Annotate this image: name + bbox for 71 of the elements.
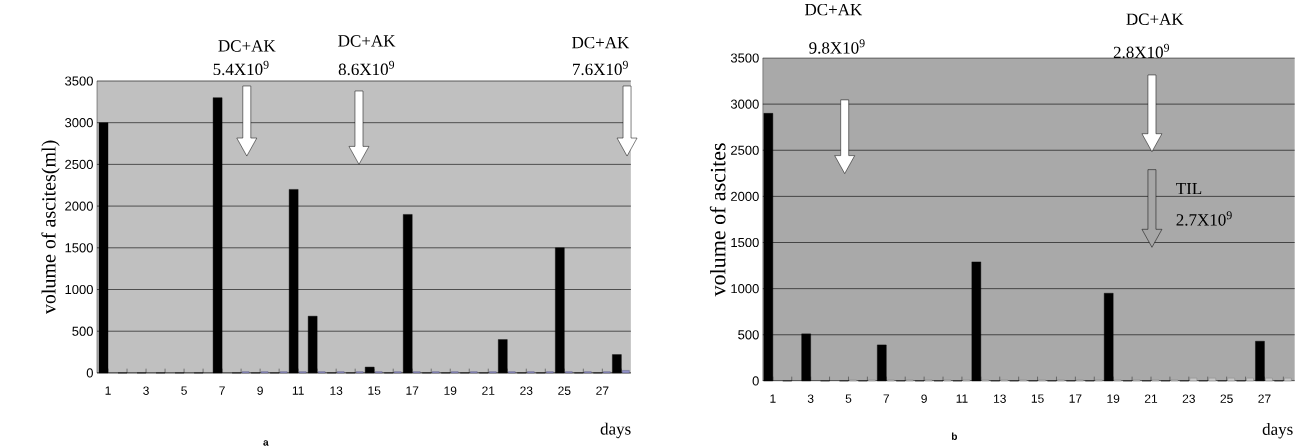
- annotation: 2.7X10$^{9}$: [1176, 211, 1232, 226]
- bar: [622, 370, 630, 374]
- x-tick-label: 19: [444, 386, 457, 395]
- bar: [1227, 377, 1235, 382]
- y-tick-label: 500: [72, 326, 93, 336]
- y-tick-label: 3500: [65, 76, 93, 86]
- x-tick-label: 3: [143, 386, 149, 395]
- y-tick-label: 3500: [730, 53, 759, 63]
- x-tick-label: 3: [807, 394, 814, 403]
- y-tick-label: 500: [738, 330, 759, 340]
- x-tick-label: 23: [1182, 394, 1195, 403]
- x-tick-label: 1: [105, 386, 111, 395]
- x-axis-title: days: [1262, 423, 1293, 439]
- text: DC+AK: [218, 40, 276, 52]
- x-tick-label: 11: [292, 386, 304, 395]
- x-tick-label: 21: [1144, 394, 1158, 403]
- text: 7.6X10$^{9}$: [573, 60, 628, 76]
- x-tick-label: 13: [993, 394, 1006, 403]
- x-tick-label: 15: [368, 386, 381, 395]
- y-tick-label: 0: [86, 368, 93, 378]
- bar: [1246, 377, 1254, 382]
- bar: [877, 344, 887, 382]
- text: DC+AK: [804, 3, 863, 16]
- text: 8.6X10$^{9}$: [338, 60, 395, 76]
- x-tick-label: 9: [921, 394, 927, 403]
- x-tick-label: 15: [1031, 394, 1044, 403]
- bar: [1208, 377, 1216, 382]
- x-tick-label: 27: [596, 386, 609, 395]
- x-tick-label: 13: [330, 386, 343, 395]
- y-tick-label: 1500: [731, 237, 759, 248]
- text: DC+AK: [338, 35, 396, 47]
- text: 9.8X10$^{9}$: [809, 39, 865, 54]
- y-tick-label: 1000: [731, 284, 759, 294]
- x-tick-label: 9: [257, 386, 263, 395]
- bar: [1189, 377, 1198, 382]
- x-tick-label: 5: [181, 386, 187, 395]
- y-tick-label: 2500: [65, 159, 93, 170]
- annotation: TIL: [1176, 183, 1202, 195]
- x-tick-label: 1: [770, 394, 776, 403]
- text: 5.4X10$^{9}$: [213, 60, 269, 76]
- bar: [1255, 341, 1265, 382]
- y-tick-label: 0: [752, 376, 759, 386]
- y-tick-label: 1500: [65, 243, 93, 253]
- bar: [1284, 377, 1292, 382]
- bar: [1265, 377, 1273, 382]
- y-axis-title: volume of ascites: [709, 143, 726, 297]
- y-tick-label: 2500: [731, 145, 759, 155]
- x-tick-label: 25: [558, 386, 571, 395]
- text: b: [951, 432, 958, 440]
- x-tick-label: 19: [1107, 394, 1120, 403]
- y-tick-label: 2000: [65, 201, 93, 211]
- x-tick-label: 5: [845, 394, 852, 403]
- x-tick-label: 17: [1069, 394, 1082, 403]
- x-tick-label: 7: [883, 394, 890, 403]
- x-tick-label: 17: [406, 386, 419, 395]
- x-tick-label: 27: [1258, 394, 1271, 403]
- x-tick-label: 25: [1220, 394, 1233, 403]
- x-tick-label: 21: [482, 386, 495, 395]
- text: DC+AK: [572, 36, 630, 49]
- y-tick-label: 3000: [65, 118, 93, 128]
- x-tick-label: 7: [219, 386, 225, 395]
- y-tick-label: 1000: [65, 284, 93, 295]
- text: a: [263, 440, 269, 446]
- x-tick-label: 23: [520, 386, 533, 395]
- x-tick-label: 11: [956, 394, 968, 403]
- annotation: 2.8X10$^{9}$: [1113, 43, 1170, 59]
- y-axis-title: volume of ascites(ml): [41, 140, 60, 315]
- y-tick-label: 3000: [730, 99, 759, 109]
- text: DC+AK: [1126, 13, 1184, 25]
- y-tick-label: 2000: [731, 191, 759, 202]
- x-axis-title: days: [600, 422, 631, 439]
